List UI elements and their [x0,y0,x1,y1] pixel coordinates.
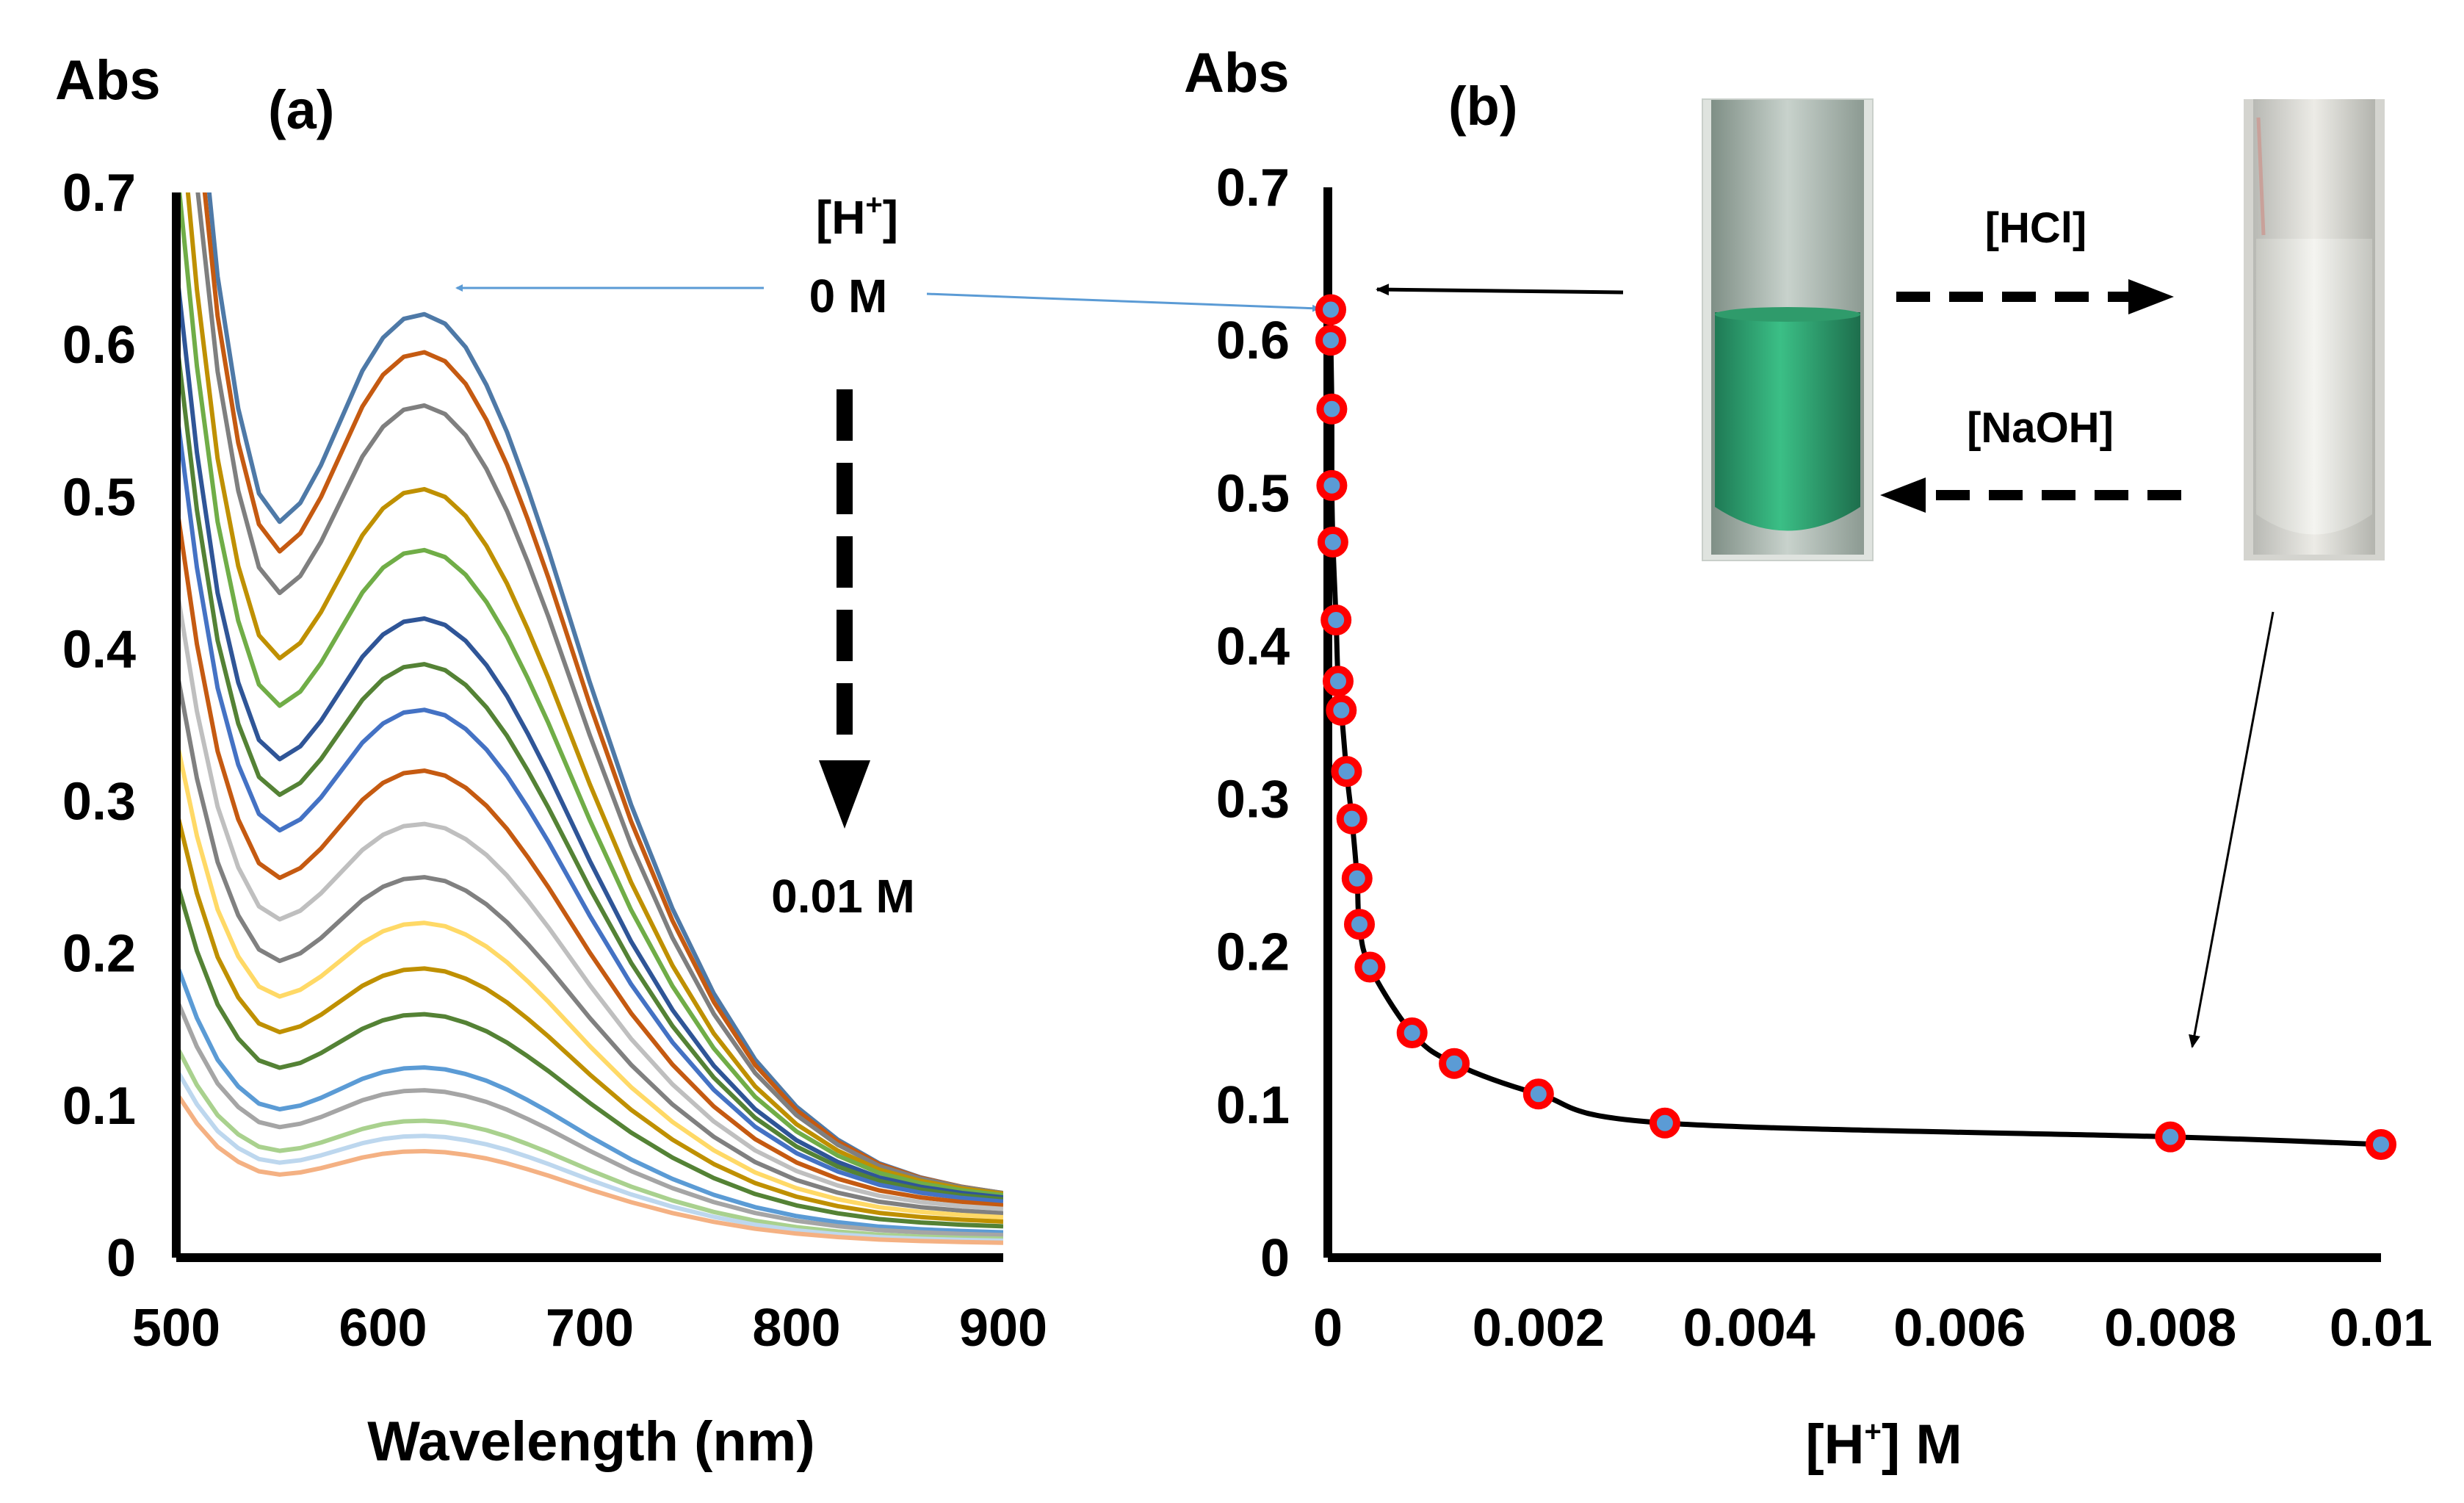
acid-arrow-head [2128,279,2174,314]
start-concentration-label: 0 M [809,270,888,322]
spectrum-line-16 [176,997,1003,1238]
x-tick-label: 0.008 [2104,1299,2236,1358]
data-point [2366,1129,2396,1160]
panel-b-ylabel: Abs [1184,42,1290,104]
panel-a-ylabel: Abs [55,49,161,112]
x-tick-label: 600 [339,1299,427,1358]
x-tick-label: 500 [132,1299,220,1358]
data-point [1316,469,1348,501]
y-tick-label: 0.5 [62,468,136,527]
x-tick-label: 0.01 [2330,1299,2432,1358]
panel-b-x-ticks: 0 0.002 0.004 0.006 0.008 0.01 [1313,1299,2432,1358]
data-point [1336,803,1368,835]
spectrum-line-13 [176,809,1003,1224]
decrease-arrow-head [819,760,870,829]
green-test-tube-photo [1702,98,1874,561]
data-point [1331,756,1362,787]
final-abs-pointer [2189,611,2275,1048]
spectrum-line-1 [206,192,1003,1196]
y-tick-label: 0.7 [62,164,136,223]
y-tick-label: 0 [106,1229,136,1288]
spectra-series-group [176,192,1003,1245]
spectrum-line-9 [176,502,1003,1208]
panel-b-tag: (b) [1448,76,1518,137]
x-tick-label: 0.006 [1893,1299,2026,1358]
data-points-group [1315,294,2396,1160]
x-tick-label: 0.002 [1473,1299,1605,1358]
panel-b-titration: Abs (b) 0 0.1 0.2 0.3 0.4 0.5 0.6 0.7 0 … [1184,42,2432,1476]
end-concentration-label: 0.01 M [771,870,915,923]
y-tick-label: 0.1 [62,1077,136,1136]
panel-a-x-ticks: 500 600 700 800 900 [132,1299,1047,1358]
spectrum-line-15 [176,962,1003,1235]
y-tick-label: 0.5 [1216,464,1290,523]
y-tick-label: 0.3 [1216,771,1290,829]
data-point [1315,294,1346,325]
spectrum-line-2 [202,192,1003,1196]
data-point [1344,909,1375,940]
spectrum-line-6 [176,267,1003,1200]
data-point [1439,1048,1470,1079]
y-tick-label: 0.3 [62,773,136,832]
y-tick-label: 0.4 [62,620,136,679]
spectrum-line-7 [176,337,1003,1202]
spectrum-line-10 [176,585,1003,1211]
naoh-label: [NaOH] [1967,404,2114,452]
x-tick-label: 800 [752,1299,840,1358]
data-point [1354,951,1386,983]
x-tick-label: 0 [1313,1299,1343,1358]
h-concentration-label: [H+] [816,189,898,244]
y-tick-label: 0 [1260,1229,1290,1288]
y-tick-label: 0.6 [1216,311,1290,370]
data-point [1316,393,1348,425]
x-tick-label: 700 [546,1299,634,1358]
spectrum-line-18 [176,1067,1003,1243]
panel-a-spectra: Abs (a) 0 0.1 0.2 0.3 0.4 0.5 0.6 0.7 50… [55,49,1320,1473]
panel-a-y-ticks: 0 0.1 0.2 0.3 0.4 0.5 0.6 0.7 [62,164,136,1288]
spectrum-line-17 [176,1044,1003,1241]
y-tick-label: 0.2 [62,925,136,984]
x-tick-label: 900 [959,1299,1047,1358]
data-point [1649,1107,1680,1139]
data-point [1317,526,1348,558]
panel-b-xlabel: [H+] M [1805,1413,1962,1476]
panel-b-y-ticks: 0 0.1 0.2 0.3 0.4 0.5 0.6 0.7 [1216,159,1290,1288]
data-point [1323,666,1354,697]
data-point [1341,862,1373,894]
data-point [2155,1121,2186,1153]
data-point [1522,1078,1554,1110]
spectrum-line-5 [177,192,1003,1197]
spectrum-line-12 [176,738,1003,1219]
initial-abs-pointer [1376,284,1624,296]
data-point [1320,605,1352,635]
spectrum-line-8 [176,408,1003,1204]
y-tick-label: 0.6 [62,316,136,375]
y-tick-label: 0.7 [1216,159,1290,217]
spectrum-line-3 [195,192,1003,1195]
data-point [1326,694,1357,726]
spectrum-line-14 [176,879,1003,1229]
data-point [1315,325,1346,356]
y-tick-label: 0.4 [1216,617,1290,676]
spectrum-line-11 [176,667,1003,1216]
base-arrow-head [1880,477,1926,513]
x-tick-label: 0.004 [1683,1299,1816,1358]
panel-a-xlabel: Wavelength (nm) [367,1410,814,1473]
link-to-panel-b-arrow [926,292,1320,312]
y-tick-label: 0.1 [1216,1076,1290,1135]
spectrum-line-19 [176,1091,1003,1245]
data-point [1396,1017,1428,1048]
hcl-label: [HCl] [1985,204,2087,252]
panel-a-tag: (a) [268,79,334,140]
y-tick-label: 0.2 [1216,923,1290,982]
colorless-test-tube-photo [2244,99,2385,561]
spectrum-line-4 [185,192,1003,1196]
